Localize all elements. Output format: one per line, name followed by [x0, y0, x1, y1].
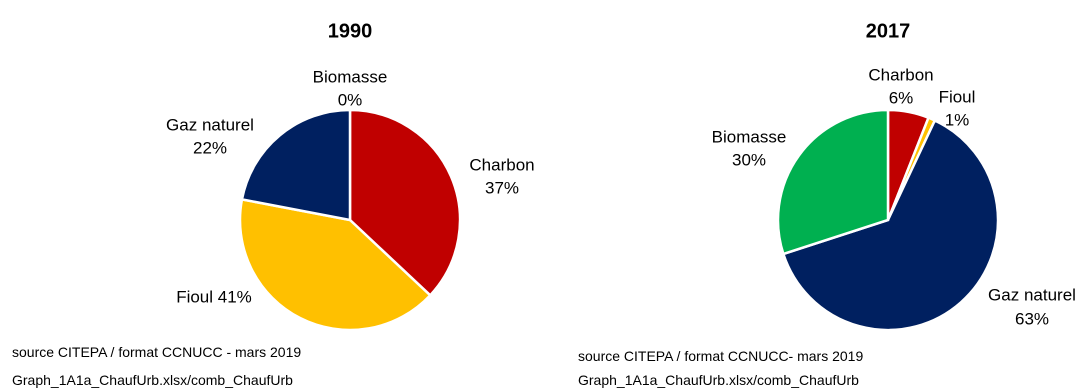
slice-pct-fioul: 1% — [945, 110, 970, 129]
slice-label-biomasse: Biomasse — [313, 67, 388, 86]
slice-pct-charbon: 6% — [889, 88, 914, 107]
slice-label-fioul: Fioul — [939, 87, 976, 106]
pie-slice-gaz-naturel — [781, 118, 1000, 332]
pie-slice-biomasse — [776, 108, 890, 256]
slice-pct-charbon: 37% — [485, 178, 519, 197]
slice-label-charbon: Charbon — [868, 65, 933, 84]
slice-label-biomasse: Biomasse — [712, 127, 787, 146]
pie-slice-gaz-naturel — [240, 108, 352, 222]
chart-title: 1990 — [328, 20, 373, 42]
slice-pct-gaz-naturel: 63% — [1015, 309, 1049, 328]
pie-chart-1990: 1990 Biomasse 0% Charbon 37% Fioul 41% Gaz nat… — [166, 20, 535, 332]
pie-slice-charbon — [348, 108, 462, 298]
slice-label-gaz-naturel: Gaz naturel — [166, 115, 254, 134]
source-note-2017: source CITEPA / format CCNUCC- mars 2019 — [578, 348, 864, 364]
slice-label-gaz-naturel: Gaz naturel — [988, 285, 1076, 304]
slice-pct-biomasse: 0% — [338, 90, 363, 109]
slice-label-charbon: Charbon — [469, 155, 534, 174]
pie-chart-2017: 2017 Charbon 6% Fioul 1% Gaz naturel 63% Biomas… — [712, 20, 1076, 332]
chart-title: 2017 — [866, 20, 911, 42]
slice-pct-gaz-naturel: 22% — [193, 138, 227, 157]
pie-slice-fioul — [238, 197, 432, 332]
slice-pct-biomasse: 30% — [732, 150, 766, 169]
source-note-1990: source CITEPA / format CCNUCC - mars 201… — [12, 344, 302, 360]
file-note-1990: Graph_1A1a_ChaufUrb.xlsx/comb_ChaufUrb — [12, 372, 293, 388]
file-note-2017: Graph_1A1a_ChaufUrb.xlsx/comb_ChaufUrb — [578, 372, 859, 388]
slice-label-fioul: Fioul 41% — [176, 287, 252, 306]
